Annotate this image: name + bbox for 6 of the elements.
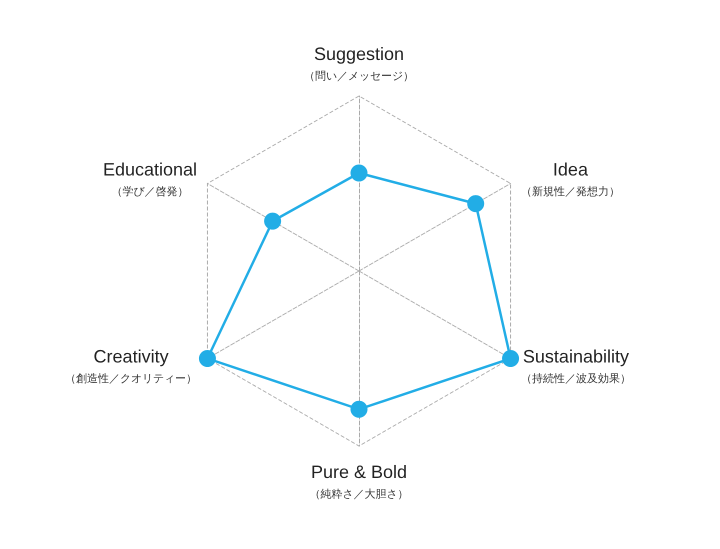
spoke-label: Pure & Bold （純粋さ／大胆さ） (310, 462, 408, 500)
spoke-label: Idea （新規性／発想力） (520, 160, 620, 198)
spoke-label: Educational （学び／啓発） (102, 160, 198, 198)
spoke-label: Suggestion （問い／メッセージ） (304, 44, 414, 82)
spoke-label: Creativity （創造性／クオリティー） (65, 346, 198, 385)
spoke-label: Sustainability （持続性／波及効果） (520, 346, 631, 385)
